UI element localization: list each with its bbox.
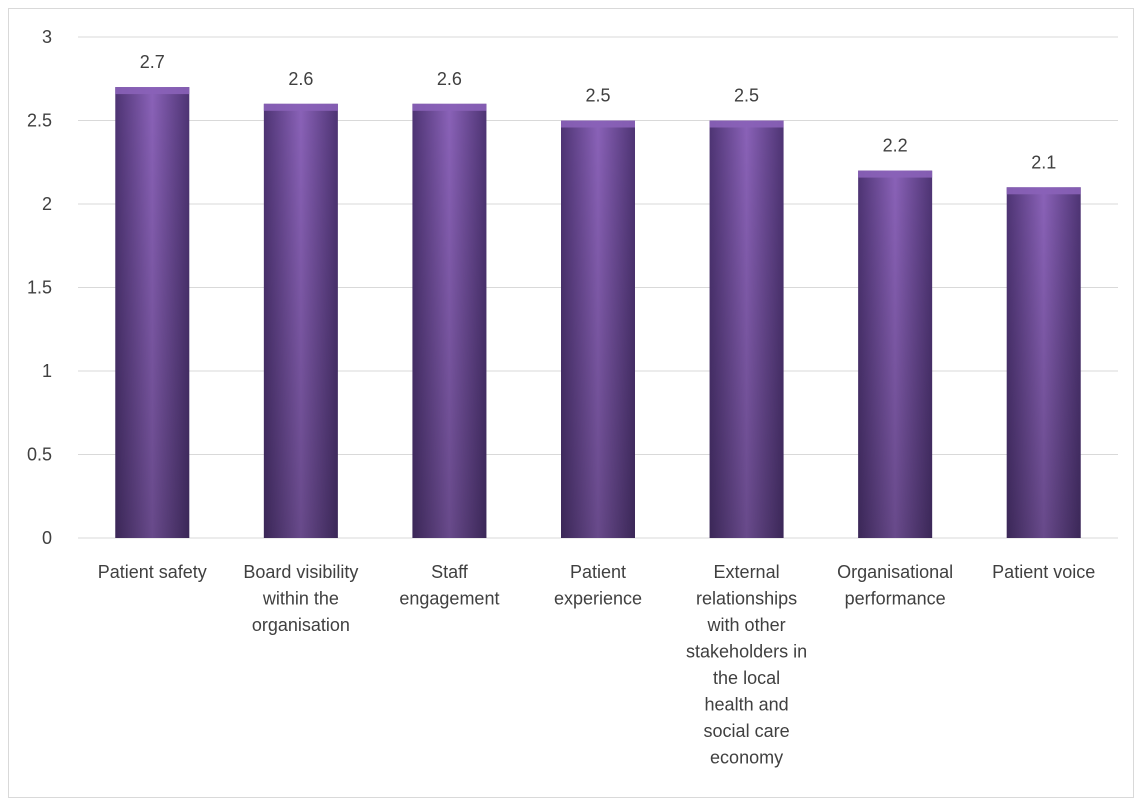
y-tick-label: 3 [42,27,52,47]
bar-shade [115,87,190,538]
y-tick-label: 1 [42,361,52,381]
data-label: 2.7 [140,52,165,72]
y-tick-label: 0 [42,528,52,548]
bar [709,120,784,538]
bar-top-bevel [412,103,487,111]
bar-shade [412,103,487,539]
bar-top-bevel [858,170,933,178]
bar-top-bevel [115,87,190,95]
data-label: 2.6 [288,69,313,89]
bar-shade [263,103,338,539]
bar-top-bevel [561,120,635,128]
data-label: 2.5 [734,86,759,106]
x-tick-label: Staff engagement [399,562,499,609]
x-tick-label: Organisational performance [837,562,953,609]
x-tick-label: External relationships with other stakehold… [686,562,807,768]
x-axis-categories: Patient safety Board visibility within the… [98,562,1095,768]
bar [263,103,338,539]
bar [561,120,635,538]
bar-top-bevel [263,103,338,111]
bar-shade [709,120,784,538]
bar-top-bevel [1006,187,1081,195]
x-tick-label: Board visibility within the organisation [243,562,358,635]
bar [412,103,487,539]
y-tick-label: 1.5 [27,278,52,298]
y-tick-label: 0.5 [27,445,52,465]
x-tick-label: Patient voice [992,562,1095,582]
bar-shade [1006,187,1081,539]
data-label: 2.6 [437,69,462,89]
bars [115,87,1081,539]
x-tick-label: Patient safety [98,562,207,582]
y-tick-label: 2 [42,194,52,214]
bar-shade [858,170,933,538]
y-axis-ticks: 0 0.5 1 1.5 2 2.5 3 [27,27,52,548]
data-label: 2.2 [883,136,908,156]
bar [858,170,933,538]
data-labels: 2.7 2.6 2.6 2.5 2.5 2.2 2.1 [140,52,1056,172]
x-tick-label: Patient experience [554,562,642,609]
data-label: 2.1 [1031,152,1056,172]
bar-top-bevel [709,120,784,128]
y-tick-label: 2.5 [27,111,52,131]
bar [1006,187,1081,539]
bar-shade [561,120,635,538]
bar [115,87,190,538]
data-label: 2.5 [585,86,610,106]
